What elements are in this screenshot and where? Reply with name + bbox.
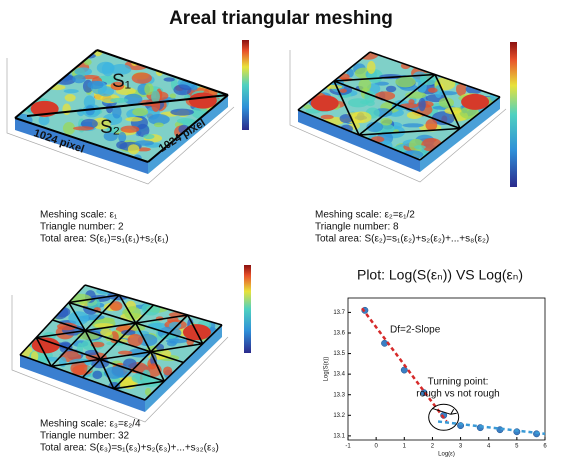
- surface-patch: [154, 122, 164, 127]
- x-tick-label: -1: [345, 444, 351, 450]
- x-tick-label: 1: [403, 444, 407, 450]
- surface-patch: [132, 73, 152, 84]
- surface-patch: [143, 134, 154, 139]
- surface-patch: [92, 371, 102, 380]
- y-tick-label: 13.3: [333, 392, 345, 398]
- caption: Meshing scale: ε₂=ε₁/2: [315, 210, 415, 221]
- surface-patch: [132, 108, 148, 116]
- caption: Total area: S(ε₃)=s₁(ε₃)+s₂(ε₃)+...+s₃₂(…: [40, 443, 219, 454]
- y-tick-label: 13.5: [333, 351, 345, 357]
- colorbar: [242, 40, 249, 130]
- surface-patch: [358, 79, 371, 92]
- surface-peak: [461, 94, 489, 110]
- surface-patch: [425, 119, 437, 131]
- caption: Triangle number: 2: [40, 222, 124, 233]
- surface-patch: [64, 89, 79, 93]
- surface-patch: [367, 61, 376, 74]
- chart-title: Plot: Log(S(εₙ)) VS Log(εₙ): [357, 267, 523, 283]
- surface-patch: [351, 112, 371, 124]
- surface-patch: [62, 103, 71, 115]
- y-axis-label: Log(S(ε)): [324, 357, 330, 382]
- surface-patch: [110, 98, 128, 103]
- surface-patch: [339, 89, 346, 93]
- surface-label: S₂: [100, 117, 120, 138]
- surface-patch: [135, 140, 154, 146]
- annotation: rough vs not rough: [416, 389, 499, 400]
- caption: Total area: S(ε₁)=s₁(ε₁)+s₂(ε₁): [40, 234, 169, 245]
- caption: Triangle number: 32: [40, 431, 130, 442]
- figure: Areal triangular meshing S₁S₂1024 pixel1…: [0, 0, 563, 459]
- surface-patch: [73, 126, 94, 130]
- surface-patch: [366, 100, 375, 106]
- surface-peak: [32, 337, 60, 353]
- caption: Total area: S(ε₂)=s₁(ε₂)+s₂(ε₂)+...+s₈(ε…: [315, 234, 489, 245]
- surface-patch: [173, 84, 191, 95]
- surface-patch: [386, 86, 396, 92]
- y-tick-label: 13.6: [333, 331, 345, 337]
- surface-patch: [116, 141, 127, 149]
- surface-patch: [170, 93, 176, 98]
- surface-patch: [167, 341, 177, 347]
- surface-patch: [163, 77, 175, 81]
- y-tick-label: 13.4: [333, 372, 345, 378]
- annotation: Turning point:: [428, 377, 489, 388]
- x-tick-label: 6: [543, 444, 547, 450]
- surface-patch: [87, 81, 103, 89]
- surface-label: S₁: [112, 71, 131, 92]
- surface: [9, 46, 228, 163]
- y-tick-label: 13.1: [333, 433, 345, 439]
- surface-patch: [170, 109, 194, 116]
- surface-patch: [418, 98, 425, 111]
- x-axis-label: Log(ε): [438, 452, 455, 458]
- surface-patch: [402, 123, 423, 127]
- surface-peak: [311, 95, 339, 111]
- surface-patch: [414, 145, 426, 149]
- caption: Meshing scale: ε₃=ε₂/4: [40, 419, 141, 430]
- surface-patch: [74, 67, 92, 75]
- y-tick-label: 13.7: [333, 310, 345, 316]
- annotation: Df=2-Slope: [390, 325, 441, 336]
- colorbar: [510, 42, 517, 187]
- surface-patch: [132, 373, 152, 383]
- surface-patch: [428, 88, 438, 93]
- surface-patch: [125, 117, 142, 122]
- page-title: Areal triangular meshing: [169, 8, 393, 29]
- surface-patch: [65, 94, 76, 102]
- y-tick-label: 13.2: [333, 413, 345, 419]
- point: [401, 367, 407, 373]
- surface-patch: [72, 75, 85, 84]
- surface-patch: [321, 115, 334, 120]
- plot-area: [348, 298, 545, 440]
- surface-patch: [380, 118, 392, 126]
- surface-patch: [128, 144, 140, 154]
- colorbar: [244, 265, 251, 353]
- surface-peak: [189, 93, 217, 109]
- surface: [298, 49, 504, 160]
- x-tick-label: 5: [515, 444, 519, 450]
- surface-patch: [100, 329, 112, 336]
- x-tick-label: 2: [431, 444, 435, 450]
- caption: Meshing scale: ε₁: [40, 210, 118, 221]
- caption: Triangle number: 8: [315, 222, 399, 233]
- x-tick-label: 4: [487, 444, 491, 450]
- surface-patch: [151, 90, 160, 103]
- surface-patch: [121, 126, 140, 133]
- x-tick-label: 0: [374, 444, 378, 450]
- x-tick-label: 3: [459, 444, 463, 450]
